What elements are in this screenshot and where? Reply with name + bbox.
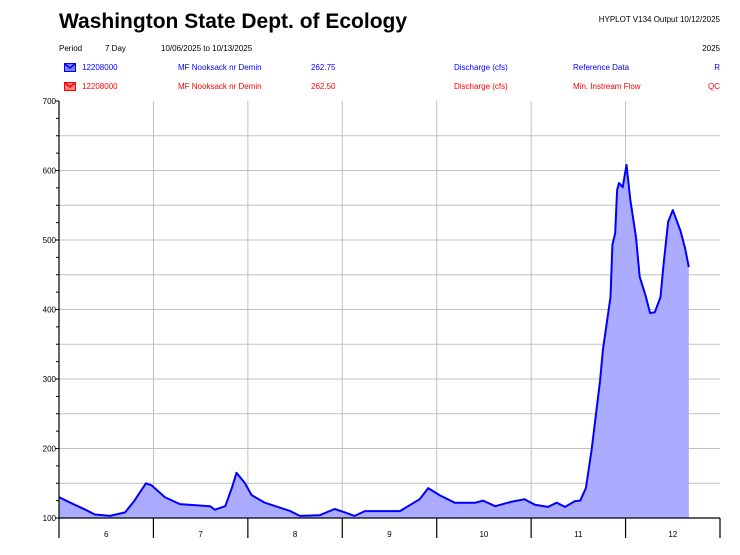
- date-range: 10/06/2025 to 10/13/2025: [161, 44, 253, 53]
- x-tick-label: 9: [387, 530, 392, 539]
- legend-param: Discharge (cfs): [454, 82, 508, 91]
- legend-name: MF Nooksack nr Demin: [178, 63, 262, 72]
- x-tick-label: 6: [104, 530, 109, 539]
- discharge-area-fill: [59, 164, 689, 518]
- legend-type: Reference Data: [573, 63, 630, 72]
- legend-param: Discharge (cfs): [454, 63, 508, 72]
- legend-blue-icon: [64, 63, 76, 72]
- y-tick-label: 100: [43, 514, 57, 523]
- legend-value: 262.50: [311, 82, 336, 91]
- legend-type: Min. Instream Flow: [573, 82, 641, 91]
- legend-name: MF Nooksack nr Demin: [178, 82, 262, 91]
- program-version: HYPLOT V134 Output 10/12/2025: [598, 15, 720, 24]
- legend-value: 262.75: [311, 63, 336, 72]
- legend-site: 12208000: [82, 82, 118, 91]
- period-value: 7 Day: [105, 44, 126, 53]
- legend-site: 12208000: [82, 63, 118, 72]
- x-tick-label: 11: [574, 530, 583, 539]
- discharge-line: [58, 163, 690, 517]
- legend-flag: R: [714, 63, 720, 72]
- y-tick-label: 300: [43, 375, 57, 384]
- y-tick-label: 700: [43, 97, 57, 106]
- year: 2025: [702, 44, 720, 53]
- y-tick-label: 200: [43, 445, 57, 454]
- y-tick-label: 500: [43, 236, 57, 245]
- y-tick-label: 400: [43, 306, 57, 315]
- x-tick-label: 7: [198, 530, 203, 539]
- period-label: Period: [59, 44, 83, 53]
- legend-flag: QC: [708, 82, 720, 91]
- x-tick-label: 10: [479, 530, 488, 539]
- legend-red-icon: [64, 82, 76, 91]
- y-tick-label: 600: [43, 167, 57, 176]
- x-tick-label: 8: [293, 530, 298, 539]
- x-tick-label: 12: [668, 530, 677, 539]
- page-title: Washington State Dept. of Ecology: [59, 10, 408, 33]
